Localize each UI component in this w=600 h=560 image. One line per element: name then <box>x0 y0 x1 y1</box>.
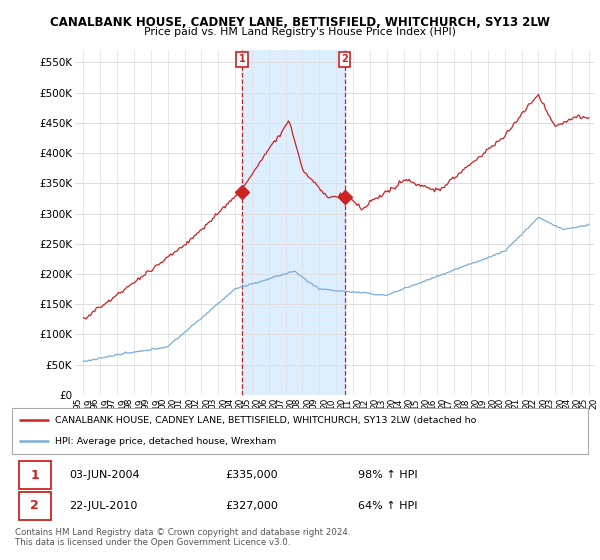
Text: 2: 2 <box>341 54 348 64</box>
Text: 64% ↑ HPI: 64% ↑ HPI <box>358 501 417 511</box>
Text: 2: 2 <box>30 500 39 512</box>
Text: £327,000: £327,000 <box>225 501 278 511</box>
Text: HPI: Average price, detached house, Wrexham: HPI: Average price, detached house, Wrex… <box>55 437 277 446</box>
Text: CANALBANK HOUSE, CADNEY LANE, BETTISFIELD, WHITCHURCH, SY13 2LW: CANALBANK HOUSE, CADNEY LANE, BETTISFIEL… <box>50 16 550 29</box>
FancyBboxPatch shape <box>19 492 50 520</box>
Text: 22-JUL-2010: 22-JUL-2010 <box>70 501 138 511</box>
Text: Price paid vs. HM Land Registry's House Price Index (HPI): Price paid vs. HM Land Registry's House … <box>144 27 456 37</box>
Text: 1: 1 <box>30 469 39 482</box>
Text: 98% ↑ HPI: 98% ↑ HPI <box>358 470 417 480</box>
Text: 1: 1 <box>239 54 245 64</box>
Text: CANALBANK HOUSE, CADNEY LANE, BETTISFIELD, WHITCHURCH, SY13 2LW (detached ho: CANALBANK HOUSE, CADNEY LANE, BETTISFIEL… <box>55 416 476 424</box>
FancyBboxPatch shape <box>19 461 50 489</box>
Text: £335,000: £335,000 <box>225 470 278 480</box>
Text: 03-JUN-2004: 03-JUN-2004 <box>70 470 140 480</box>
Bar <box>242 50 344 395</box>
Text: Contains HM Land Registry data © Crown copyright and database right 2024.: Contains HM Land Registry data © Crown c… <box>15 528 350 536</box>
Text: This data is licensed under the Open Government Licence v3.0.: This data is licensed under the Open Gov… <box>15 538 290 547</box>
